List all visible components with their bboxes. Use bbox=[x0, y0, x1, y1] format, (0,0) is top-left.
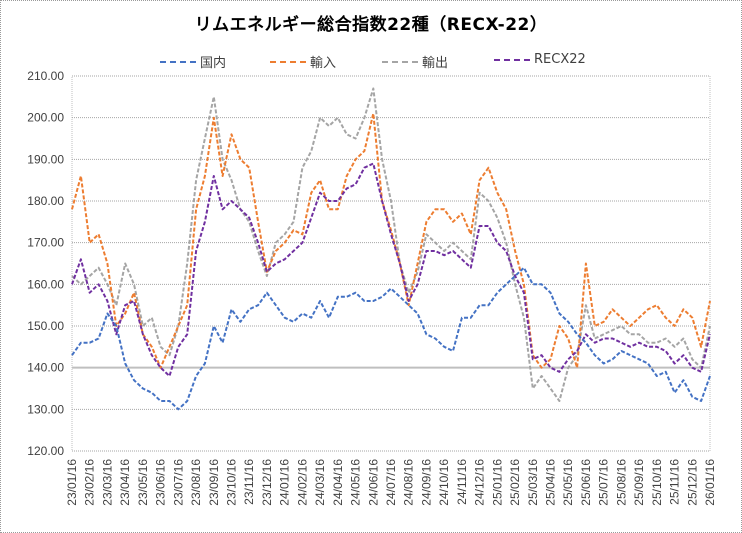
x-tick-label: 24/10/16 bbox=[437, 459, 451, 506]
x-tick-label: 25/05/16 bbox=[561, 459, 575, 506]
y-tick-label: 120.00 bbox=[27, 444, 64, 458]
legend-item-domestic: 国内 bbox=[160, 52, 226, 71]
x-tick-label: 23/02/16 bbox=[83, 459, 97, 506]
y-axis-ticks: 120.00 130.00 140.00 150.00 160.00 170.00 180.… bbox=[27, 69, 64, 458]
legend-label-export: 輸出 bbox=[422, 56, 449, 71]
x-tick-label: 23/04/16 bbox=[118, 459, 132, 506]
legend-label-import: 輸入 bbox=[310, 56, 337, 71]
x-tick-label: 23/06/16 bbox=[154, 459, 168, 506]
plot-area-border bbox=[71, 75, 711, 452]
x-tick-label: 24/06/16 bbox=[366, 459, 380, 506]
legend-label-domestic: 国内 bbox=[200, 56, 227, 71]
x-tick-label: 23/08/16 bbox=[189, 459, 203, 506]
x-tick-label: 23/10/16 bbox=[225, 459, 239, 506]
x-tick-label: 25/07/16 bbox=[597, 459, 611, 506]
gridlines bbox=[71, 75, 711, 452]
y-tick-label: 170.00 bbox=[27, 236, 64, 250]
x-tick-label: 24/09/16 bbox=[419, 459, 433, 506]
x-tick-label: 23/01/16 bbox=[65, 459, 79, 506]
x-axis-ticks: 23/01/16 23/02/16 23/03/16 23/04/16 23/05/16… bbox=[65, 459, 717, 506]
x-tick-label: 25/09/16 bbox=[632, 459, 646, 506]
x-tick-label: 25/01/16 bbox=[490, 459, 504, 506]
legend-swatch-export bbox=[382, 60, 418, 63]
x-tick-label: 24/11/16 bbox=[455, 459, 469, 505]
x-tick-label: 24/08/16 bbox=[402, 459, 416, 506]
x-tick-label: 23/11/16 bbox=[242, 459, 256, 505]
x-tick-label: 24/04/16 bbox=[331, 459, 345, 506]
y-tick-label: 150.00 bbox=[27, 319, 64, 333]
x-tick-label: 26/01/16 bbox=[703, 459, 717, 506]
x-tick-label: 25/10/16 bbox=[650, 459, 664, 506]
x-tick-label: 25/03/16 bbox=[526, 459, 540, 506]
x-tick-label: 25/06/16 bbox=[579, 459, 593, 506]
series-lines bbox=[71, 87, 711, 411]
y-tick-label: 180.00 bbox=[27, 194, 64, 208]
x-tick-label: 25/11/16 bbox=[668, 459, 682, 505]
x-tick-label: 24/02/16 bbox=[295, 459, 309, 506]
x-tick-label: 24/03/16 bbox=[313, 459, 327, 506]
legend-item-export: 輸出 bbox=[382, 52, 448, 71]
x-tick-label: 24/05/16 bbox=[349, 459, 363, 506]
legend-swatch-domestic bbox=[160, 60, 196, 63]
x-tick-label: 25/04/16 bbox=[544, 459, 558, 506]
series-line-export bbox=[71, 87, 711, 402]
legend-swatch-recx22 bbox=[494, 58, 530, 61]
y-tick-label: 190.00 bbox=[27, 152, 64, 166]
x-tick-label: 24/01/16 bbox=[278, 459, 292, 506]
legend-item-import: 輸入 bbox=[270, 52, 336, 71]
x-tick-label: 23/05/16 bbox=[136, 459, 150, 506]
x-tick-label: 23/09/16 bbox=[207, 459, 221, 506]
x-tick-label: 25/12/16 bbox=[685, 459, 699, 506]
series-line-recx22 bbox=[71, 162, 711, 377]
y-tick-label: 130.00 bbox=[27, 402, 64, 416]
y-tick-label: 160.00 bbox=[27, 277, 64, 291]
x-tick-label: 25/02/16 bbox=[508, 459, 522, 506]
y-tick-label: 210.00 bbox=[27, 69, 64, 83]
x-tick-label: 24/07/16 bbox=[384, 459, 398, 506]
chart-title: リムエネルギー総合指数22種（RECX-22） bbox=[194, 15, 548, 35]
y-tick-label: 200.00 bbox=[27, 111, 64, 125]
legend-swatch-import bbox=[270, 60, 306, 63]
legend-item-recx22: RECX22 bbox=[494, 52, 586, 67]
x-tick-label: 25/08/16 bbox=[614, 459, 628, 506]
x-tick-label: 23/03/16 bbox=[100, 459, 114, 506]
x-tick-label: 23/07/16 bbox=[171, 459, 185, 506]
legend: 国内 輸入 輸出 RECX22 bbox=[0, 52, 742, 72]
y-tick-label: 140.00 bbox=[27, 361, 64, 375]
x-tick-label: 24/12/16 bbox=[473, 459, 487, 506]
x-tick-label: 23/12/16 bbox=[260, 459, 274, 506]
legend-label-recx22: RECX22 bbox=[534, 52, 586, 67]
